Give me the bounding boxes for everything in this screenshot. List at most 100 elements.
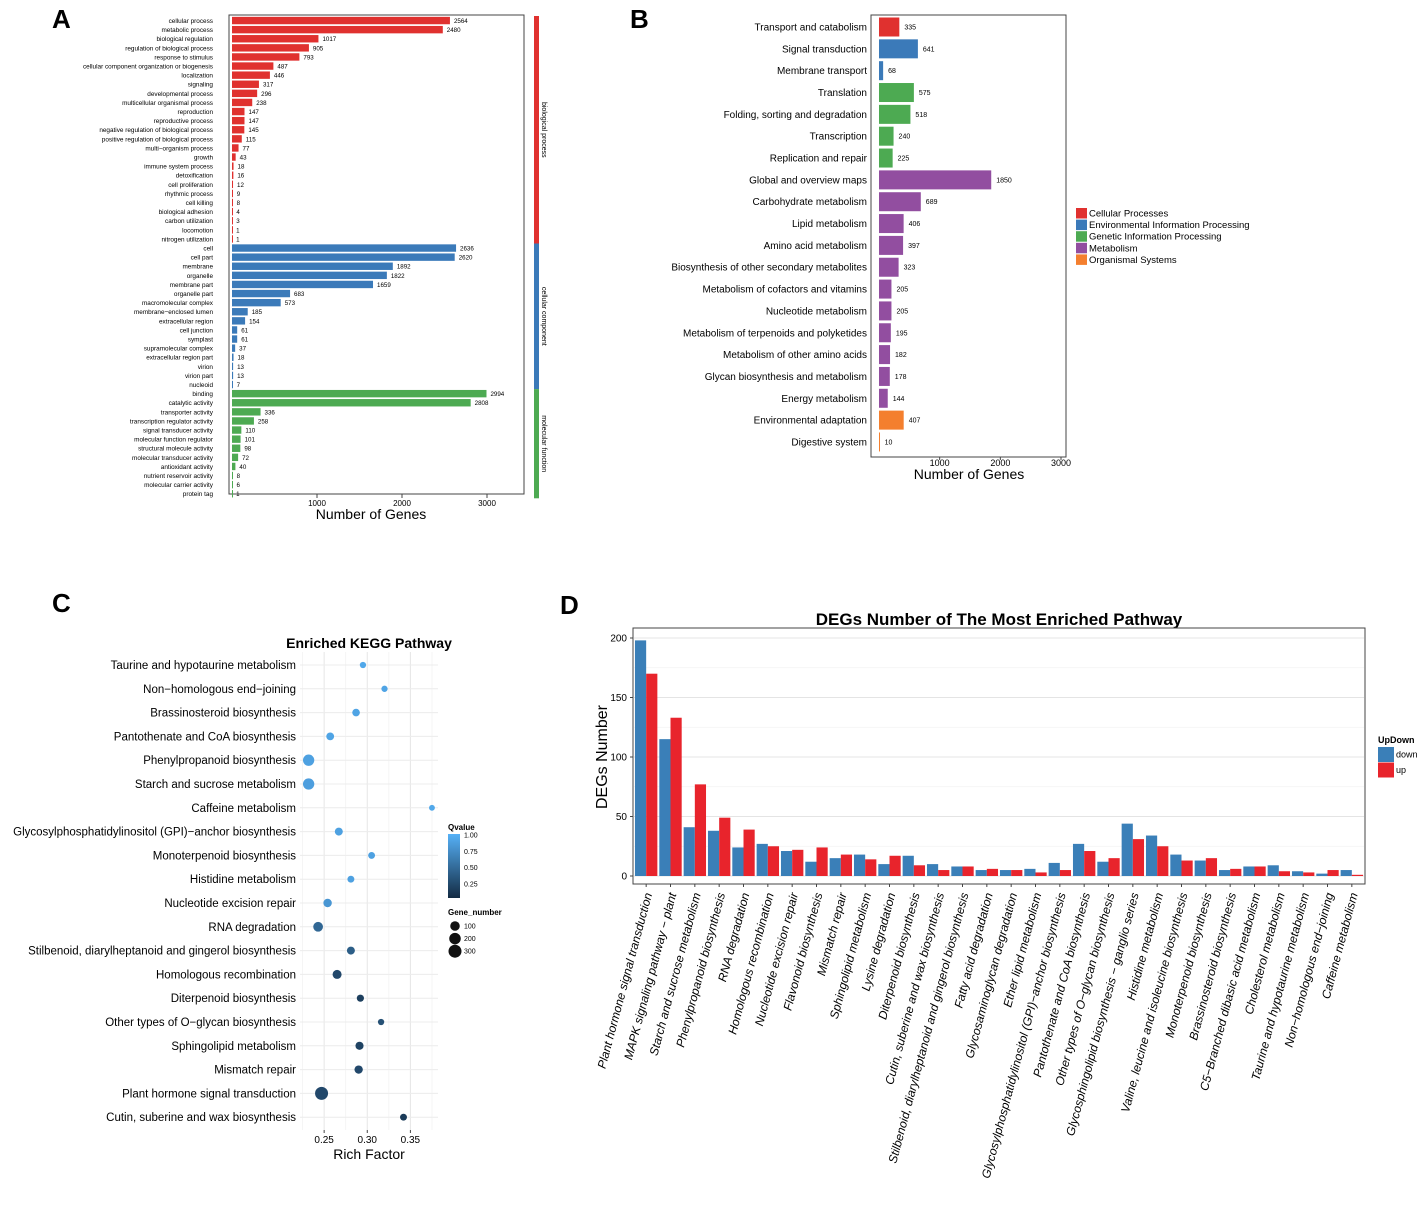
c-category-label: Caffeine metabolism — [191, 803, 296, 815]
panel-label-b: B — [630, 4, 649, 34]
a-category-label: membrane part — [170, 282, 214, 289]
a-value-label: 77 — [243, 145, 250, 152]
a-value-label: 115 — [246, 136, 256, 143]
a-category-label: response to stimulus — [154, 54, 213, 61]
a-bar-growth — [232, 153, 236, 161]
a-bar-transcription-regulator-activity — [232, 417, 254, 425]
b-bar-metabolism-of-terpenoids-and-polyketides — [879, 323, 891, 343]
d-legend-label: down — [1396, 750, 1417, 760]
a-value-label: 238 — [256, 100, 267, 107]
a-value-label: 2808 — [475, 400, 489, 407]
a-value-label: 18 — [238, 355, 245, 362]
d-bar-up-diterpenoid-biosynthesis — [913, 865, 926, 876]
a-x-tick-label: 3000 — [478, 499, 496, 508]
c-category-label: Monoterpenoid biosynthesis — [153, 850, 296, 862]
a-value-label: 154 — [249, 318, 260, 325]
b-legend-label: Metabolism — [1089, 243, 1138, 254]
c-point-stilbenoid-diarylheptanoid-and-gingerol-biosynthesis — [346, 946, 355, 955]
c-point-other-types-of-o-glycan-biosynthesis — [377, 1018, 385, 1026]
d-bar-down-taurine-and-hypotaurine-metabolism — [1291, 871, 1304, 876]
d-bar-down-mapk-signaling-pathway-plant — [659, 739, 671, 876]
d-bar-down-mismatch-repair — [829, 858, 841, 876]
a-bar-cell-killing — [232, 198, 233, 207]
a-bar-molecular-carrier-activity — [232, 480, 233, 489]
d-bar-down-sphingolipid-metabolism — [853, 854, 866, 876]
d-bar-down-histidine-metabolism — [1145, 835, 1158, 876]
d-bar-up-valine-leucine-and-isoleucine-biosynthesis — [1181, 860, 1193, 876]
a-value-label: 9 — [237, 191, 241, 198]
d-legend-swatch-up — [1378, 762, 1394, 778]
c-point-histidine-metabolism — [347, 875, 355, 883]
panel-b-frame — [870, 14, 1067, 458]
a-category-label: developmental process — [147, 91, 213, 98]
a-value-label: 18 — [238, 164, 245, 171]
b-category-label: Metabolism of terpenoids and polyketides — [683, 328, 867, 339]
b-value-label: 68 — [888, 68, 896, 75]
d-bar-down-flavonoid-biosynthesis — [805, 861, 817, 876]
panel-a-xlabel: Number of Genes — [316, 506, 427, 522]
b-x-tick-label: 2000 — [990, 458, 1010, 468]
a-bar-biological-regulation — [232, 35, 319, 43]
a-value-label: 793 — [303, 54, 314, 61]
a-value-label: 147 — [249, 118, 260, 125]
c-size-legend-dot — [448, 944, 462, 958]
d-bar-up-cutin-suberine-and-wax-biosynthesis — [938, 870, 950, 876]
d-bar-down-stilbenoid-diarylheptanoid-and-gingerol-biosynthesis — [951, 866, 963, 876]
c-point-starch-and-sucrose-metabolism — [302, 778, 315, 790]
a-category-label: molecular carrier activity — [144, 482, 214, 489]
a-category-label: virion — [198, 364, 214, 371]
a-bar-protein-tag — [232, 490, 233, 498]
c-category-label: Brassinosteroid biosynthesis — [150, 708, 296, 720]
panel-c-plot-area — [300, 652, 438, 1130]
c-category-label: Homologous recombination — [156, 969, 296, 981]
c-x-tick-label: 0.35 — [401, 1135, 421, 1146]
b-bar-global-and-overview-maps — [879, 170, 992, 190]
a-value-label: 72 — [242, 455, 249, 462]
b-category-label: Folding, sorting and degradation — [724, 110, 867, 121]
b-category-label: Glycan biosynthesis and metabolism — [705, 372, 867, 383]
d-bar-up-cholesterol-metabolism — [1278, 871, 1291, 876]
panel-d-frame — [632, 627, 1366, 885]
d-bar-up-histidine-metabolism — [1157, 846, 1169, 876]
d-bar-down-rna-degradation — [732, 847, 744, 876]
b-bar-transport-and-catabolism — [879, 17, 900, 37]
d-bar-down-valine-leucine-and-isoleucine-biosynthesis — [1170, 854, 1182, 876]
c-qvalue-tick-label: 1.00 — [464, 833, 478, 840]
b-category-label: Biosynthesis of other secondary metaboli… — [671, 263, 867, 274]
a-category-label: rhythmic process — [165, 191, 213, 198]
c-size-legend-dot — [449, 932, 461, 945]
b-category-label: Translation — [818, 88, 867, 99]
a-category-label: cell killing — [186, 200, 214, 207]
c-point-plant-hormone-signal-transduction — [315, 1086, 329, 1100]
d-bar-down-cutin-suberine-and-wax-biosynthesis — [926, 864, 939, 876]
b-value-label: 689 — [926, 199, 938, 206]
d-bar-down-ether-lipid-metabolism — [1024, 868, 1036, 876]
a-bar-extracellular-region — [232, 317, 246, 325]
a-bar-negative-regulation-of-biological-process — [232, 126, 245, 134]
a-value-label: 2564 — [454, 18, 468, 25]
b-category-label: Replication and repair — [770, 154, 868, 165]
panel-d-degs-chart: DEGs Number of The Most Enriched Pathway… — [594, 610, 1417, 1180]
a-value-label: 110 — [245, 427, 255, 434]
qvalue-legend-title: Qvalue — [448, 823, 475, 832]
b-value-label: 406 — [909, 221, 921, 228]
b-category-label: Metabolism of other amino acids — [723, 350, 867, 361]
d-bar-down-glycosylphosphatidylinositol-gpi-anchor-biosynthesis — [1048, 862, 1060, 876]
a-value-label: 61 — [241, 327, 248, 334]
a-bar-cell-proliferation — [232, 180, 234, 189]
b-bar-environmental-adaptation — [879, 410, 904, 430]
a-category-label: immune system process — [144, 164, 213, 171]
a-value-label: 2636 — [460, 245, 474, 252]
c-point-taurine-and-hypotaurine-metabolism — [359, 661, 367, 669]
b-category-label: Lipid metabolism — [792, 219, 867, 230]
b-category-label: Signal transduction — [782, 44, 867, 55]
d-bar-down-glycosphingolipid-biosynthesis-ganglio-series — [1121, 823, 1133, 876]
a-category-label: catalytic activity — [169, 400, 214, 407]
a-category-label: symplast — [188, 336, 213, 343]
a-bar-binding — [232, 389, 487, 398]
a-category-label: membrane — [182, 264, 213, 271]
a-bar-molecular-function-regulator — [232, 435, 241, 443]
a-category-label: locomotion — [182, 227, 213, 234]
b-category-label: Transport and catabolism — [755, 23, 867, 34]
b-category-label: Metabolism of cofactors and vitamins — [702, 285, 867, 296]
